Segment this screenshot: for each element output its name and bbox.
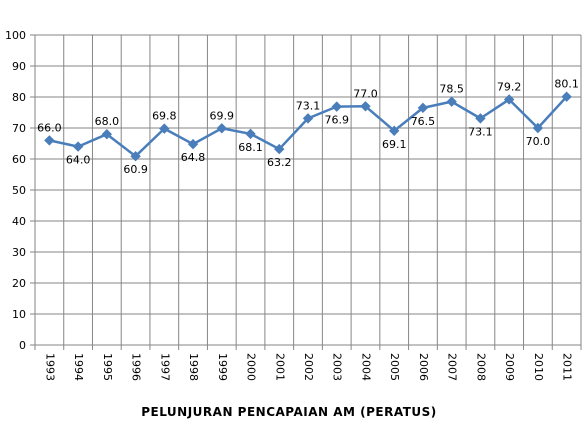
data-label: 79.2 <box>497 80 522 93</box>
data-point <box>245 128 256 140</box>
y-tick-label: 10 <box>12 308 26 321</box>
x-axis-tick-labels: 1993 1994 1995 1996 1997 1998 1999 2000 2001 2002… <box>43 353 573 381</box>
data-point <box>331 101 342 112</box>
x-tick-label: 2000 <box>245 353 258 381</box>
y-tick-label: 100 <box>5 29 26 42</box>
data-label: 78.5 <box>439 83 464 96</box>
x-tick-label: 2001 <box>273 353 286 381</box>
data-point <box>44 135 55 146</box>
x-tick-label: 2005 <box>388 353 401 381</box>
x-tick-label: 2011 <box>561 353 574 381</box>
data-label: 80.1 <box>554 78 579 91</box>
x-tick-label: 1997 <box>158 353 171 381</box>
data-label: 60.9 <box>123 163 148 176</box>
x-tick-label: 1998 <box>187 353 200 381</box>
x-tick-label: 1994 <box>72 353 85 381</box>
x-tick-label: 2004 <box>359 353 372 381</box>
data-label: 73.1 <box>468 125 493 138</box>
y-tick-label: 20 <box>12 277 26 290</box>
x-tick-label: 2003 <box>331 353 344 381</box>
x-tick-label: 1993 <box>43 353 56 381</box>
y-tick-label: 40 <box>12 215 26 228</box>
x-tick-label: 2002 <box>302 353 315 381</box>
data-label: 70.0 <box>526 135 551 148</box>
data-label: 73.1 <box>296 99 321 112</box>
grid <box>30 34 582 350</box>
y-tick-label: 70 <box>12 122 26 135</box>
data-label: 76.5 <box>411 115 436 128</box>
y-tick-label: 0 <box>19 339 26 352</box>
data-label: 68.1 <box>238 141 263 154</box>
data-point <box>159 123 170 134</box>
data-labels: 66.0 64.0 68.0 60.9 69.8 64.8 69.9 68.1 63.2 73.1… <box>37 78 579 177</box>
data-point <box>360 101 371 112</box>
data-label: 68.0 <box>95 115 120 128</box>
x-tick-label: 1995 <box>101 353 114 381</box>
y-tick-label: 60 <box>12 153 26 166</box>
data-label: 69.1 <box>382 138 407 151</box>
data-point <box>72 141 84 152</box>
x-tick-label: 1999 <box>216 353 229 381</box>
data-point <box>101 128 113 140</box>
y-tick-label: 90 <box>12 60 26 73</box>
x-tick-label: 2008 <box>474 353 487 381</box>
data-point <box>532 122 544 134</box>
y-axis-tick-labels: 0 10 20 30 40 50 60 70 80 90 100 <box>5 29 26 352</box>
data-label: 64.0 <box>66 154 91 167</box>
x-axis-title: PELUNJURAN PENCAPAIAN AM (PERATUS) <box>141 405 437 419</box>
y-tick-label: 80 <box>12 91 26 104</box>
data-point <box>130 151 141 162</box>
data-label: 69.9 <box>210 109 235 122</box>
data-label: 77.0 <box>353 87 378 100</box>
x-tick-label: 2009 <box>503 353 516 381</box>
data-label: 69.8 <box>152 110 177 123</box>
data-point <box>274 143 285 155</box>
data-point <box>417 102 429 114</box>
x-tick-label: 1996 <box>130 353 143 381</box>
data-label: 66.0 <box>37 121 62 134</box>
data-point <box>561 91 572 102</box>
data-label: 63.2 <box>267 156 292 169</box>
y-tick-label: 30 <box>12 246 26 259</box>
data-label: 64.8 <box>181 151 206 164</box>
data-point <box>389 125 400 136</box>
data-point <box>216 123 227 134</box>
data-label: 76.9 <box>324 114 349 127</box>
x-tick-label: 2007 <box>446 353 459 381</box>
series <box>44 91 572 162</box>
x-tick-label: 2006 <box>417 353 430 381</box>
data-point <box>475 113 486 124</box>
data-point <box>187 138 199 150</box>
data-point <box>503 94 515 105</box>
x-tick-label: 2010 <box>532 353 545 381</box>
y-tick-label: 50 <box>12 184 26 197</box>
data-point <box>302 113 314 124</box>
data-point <box>446 96 457 107</box>
